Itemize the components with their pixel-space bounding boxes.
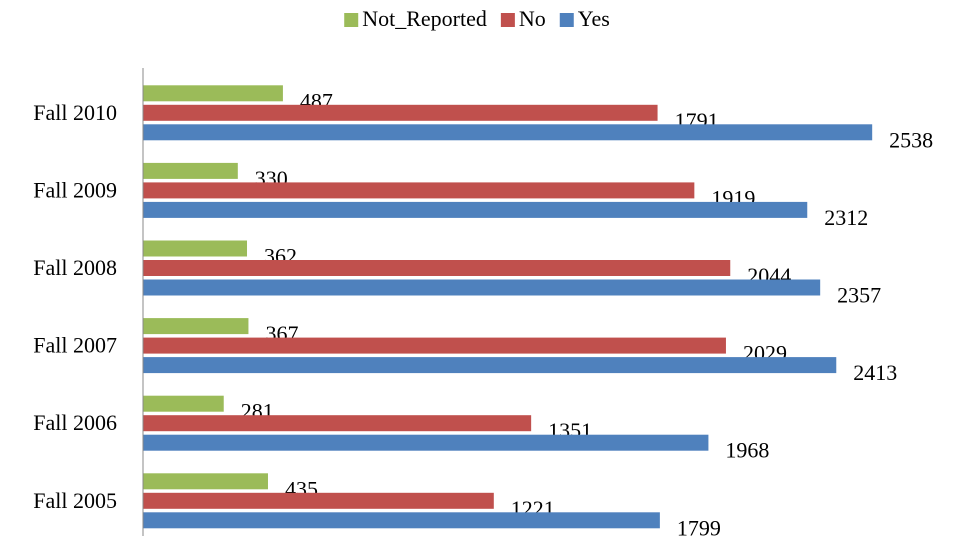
legend-label: Yes xyxy=(578,6,610,31)
bar xyxy=(143,395,224,412)
data-label: 1799 xyxy=(677,515,721,536)
bar xyxy=(143,357,837,374)
bar xyxy=(143,85,283,102)
bar xyxy=(143,201,808,218)
bar xyxy=(143,260,731,276)
legend-swatch xyxy=(344,13,359,27)
bar xyxy=(143,512,660,529)
y-tick-label: Fall 2005 xyxy=(33,488,117,513)
y-tick-label: Fall 2008 xyxy=(33,255,117,280)
legend-swatch xyxy=(559,13,574,27)
data-label: 2357 xyxy=(837,283,881,308)
bar xyxy=(143,492,494,509)
data-label: 1968 xyxy=(725,438,769,463)
data-label: 2413 xyxy=(853,360,897,385)
y-tick-label: Fall 2006 xyxy=(33,410,117,435)
y-tick-label: Fall 2007 xyxy=(33,333,117,358)
y-tick-label: Fall 2010 xyxy=(33,100,117,125)
legend-label: Not_Reported xyxy=(362,6,487,31)
bar xyxy=(143,162,238,179)
bar xyxy=(143,337,726,354)
bar xyxy=(143,318,249,335)
bar xyxy=(143,182,695,199)
bar xyxy=(143,279,821,296)
data-label: 2538 xyxy=(889,127,933,152)
bar xyxy=(143,240,248,257)
bar xyxy=(143,473,268,490)
bar xyxy=(143,124,873,141)
bar xyxy=(143,434,709,451)
data-label: 2312 xyxy=(824,205,868,230)
legend-label: No xyxy=(519,6,546,31)
bar xyxy=(143,415,532,432)
bar xyxy=(143,104,658,121)
legend-swatch xyxy=(500,13,515,27)
y-tick-label: Fall 2009 xyxy=(33,177,117,202)
